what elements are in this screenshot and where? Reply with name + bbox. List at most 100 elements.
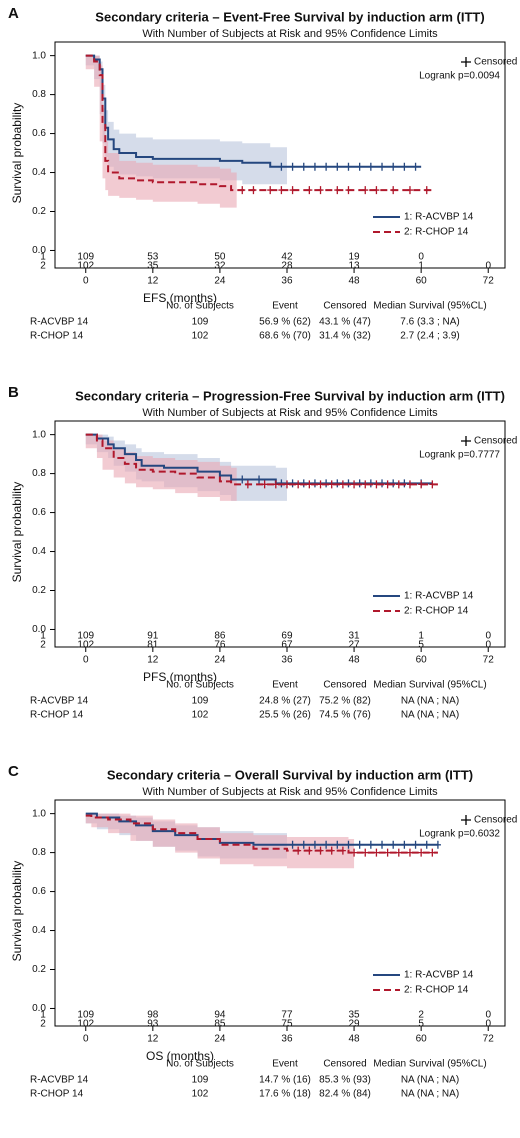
- summary-cell: 109: [192, 696, 209, 707]
- summary-header: Event: [272, 680, 298, 691]
- at-risk-count: 29: [349, 1019, 361, 1030]
- censor-mark: [384, 480, 391, 489]
- logrank: Logrank p=0.7777: [419, 450, 500, 461]
- at-risk-count: 28: [281, 261, 293, 272]
- x-tick-label: 12: [147, 1034, 159, 1045]
- y-axis-label: Survival probability: [10, 861, 24, 962]
- censor-mark: [429, 848, 436, 857]
- at-risk-count: 102: [77, 261, 94, 272]
- summary-cell: 74.5 % (76): [319, 710, 371, 721]
- censor-mark: [261, 480, 268, 489]
- summary-cell: 102: [192, 1089, 209, 1100]
- at-risk-count: 2: [418, 1010, 424, 1021]
- y-tick-label: 0.4: [32, 167, 46, 178]
- summary-cell: 68.6 % (70): [259, 331, 311, 342]
- at-risk-count: 5: [418, 1019, 424, 1030]
- chart-subtitle: With Number of Subjects at Risk and 95% …: [142, 407, 438, 419]
- at-risk-count: 93: [147, 1019, 159, 1030]
- at-risk-count: 98: [147, 1010, 159, 1021]
- censor-mark: [345, 840, 352, 849]
- censor-mark: [334, 840, 341, 849]
- x-tick-label: 60: [416, 276, 428, 287]
- x-tick-label: 0: [83, 1034, 89, 1045]
- summary-cell: R-ACVBP 14: [30, 1075, 89, 1086]
- censor-mark: [362, 186, 369, 195]
- censor-legend-symbol: [461, 57, 471, 67]
- plot-frame: [54, 799, 506, 1027]
- at-risk-count: 81: [147, 640, 159, 651]
- censor-mark: [295, 480, 302, 489]
- censor-mark: [311, 162, 318, 171]
- legend-label: 1: R-ACVBP 14: [404, 591, 474, 602]
- at-risk-count: 0: [485, 1010, 491, 1021]
- panel: A Secondary criteria – Event-Free Surviva…: [8, 5, 517, 342]
- censor-mark: [278, 186, 285, 195]
- censor-mark: [351, 480, 358, 489]
- summary-cell: NA (NA ; NA): [401, 1089, 459, 1100]
- y-tick-label: 0.4: [32, 546, 46, 557]
- censor-mark: [379, 840, 386, 849]
- y-axis-label: Survival probability: [10, 103, 24, 204]
- x-tick-label: 0: [83, 655, 89, 666]
- censor-mark: [384, 848, 391, 857]
- summary-cell: R-ACVBP 14: [30, 317, 89, 328]
- legend-label: 2: R-CHOP 14: [404, 606, 469, 617]
- at-risk-count: 13: [349, 261, 361, 272]
- y-tick-label: 0.6: [32, 128, 46, 139]
- censor-mark: [373, 848, 380, 857]
- summary-cell: 109: [192, 317, 209, 328]
- censor-mark: [256, 475, 263, 484]
- x-tick-label: 36: [281, 276, 293, 287]
- summary-cell: R-CHOP 14: [30, 1089, 84, 1100]
- panel-letter: C: [8, 763, 19, 780]
- x-tick-label: 60: [416, 655, 428, 666]
- summary-cell: 24.8 % (27): [259, 696, 311, 707]
- x-tick-label: 12: [147, 276, 159, 287]
- at-risk-count: 42: [281, 252, 293, 263]
- y-tick-label: 0.8: [32, 468, 46, 479]
- x-tick-label: 36: [281, 1034, 293, 1045]
- legend-label: 1: R-ACVBP 14: [404, 212, 474, 223]
- at-risk-count: 77: [281, 1010, 293, 1021]
- summary-header: Event: [272, 301, 298, 312]
- at-risk-row-label: 2: [40, 261, 46, 272]
- censor-mark: [339, 480, 346, 489]
- x-axis-label: OS (months): [146, 1049, 214, 1063]
- at-risk-count: 69: [281, 631, 293, 642]
- at-risk-count: 75: [281, 1019, 293, 1030]
- confidence-band: [85, 55, 237, 208]
- censor-mark: [239, 186, 246, 195]
- at-risk-row-label: 1: [40, 252, 46, 263]
- at-risk-count: 0: [485, 631, 491, 642]
- at-risk-count: 85: [214, 1019, 226, 1030]
- summary-header: No. of Subjects: [166, 301, 234, 312]
- censor-mark: [311, 840, 318, 849]
- censor-mark: [339, 846, 346, 855]
- y-tick-label: 1.0: [32, 808, 46, 819]
- censor-mark: [412, 840, 419, 849]
- at-risk-count: 102: [77, 1019, 94, 1030]
- chart-title: Secondary criteria – Event-Free Survival…: [95, 9, 484, 24]
- censor-mark: [412, 162, 419, 171]
- y-tick-label: 0.0: [32, 624, 46, 635]
- x-axis-label: EFS (months): [143, 291, 217, 305]
- at-risk-count: 32: [214, 261, 226, 272]
- at-risk-count: 109: [77, 252, 94, 263]
- x-tick-label: 0: [83, 276, 89, 287]
- censor-mark: [390, 162, 397, 171]
- x-axis-label: PFS (months): [143, 670, 217, 684]
- summary-header: Censored: [323, 301, 366, 312]
- at-risk-count: 67: [281, 640, 293, 651]
- censor-mark: [395, 848, 402, 857]
- x-tick-label: 72: [483, 276, 495, 287]
- at-risk-count: 0: [485, 261, 491, 272]
- censor-mark: [401, 162, 408, 171]
- censor-mark: [406, 186, 413, 195]
- censor-mark: [429, 480, 436, 489]
- censor-mark: [328, 480, 335, 489]
- summary-cell: NA (NA ; NA): [401, 710, 459, 721]
- x-tick-label: 48: [349, 1034, 361, 1045]
- summary-cell: 14.7 % (16): [259, 1075, 311, 1086]
- summary-header: Censored: [323, 1059, 366, 1070]
- legend-label: 2: R-CHOP 14: [404, 985, 469, 996]
